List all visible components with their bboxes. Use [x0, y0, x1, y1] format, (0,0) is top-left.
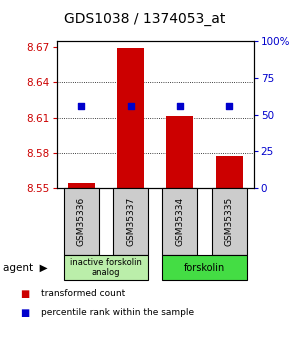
Text: ■: ■	[20, 289, 30, 299]
Text: GSM35337: GSM35337	[126, 197, 135, 246]
Text: GSM35335: GSM35335	[224, 197, 234, 246]
Point	[79, 104, 84, 109]
Text: forskolin: forskolin	[184, 263, 225, 273]
Bar	[215, 156, 243, 188]
Text: inactive forskolin
analog: inactive forskolin analog	[70, 258, 142, 277]
Text: GSM35336: GSM35336	[77, 197, 86, 246]
Text: transformed count: transformed count	[41, 289, 125, 298]
Point	[177, 103, 182, 108]
Bar	[117, 48, 144, 188]
Text: agent  ▶: agent ▶	[3, 263, 48, 273]
Text: ■: ■	[20, 308, 30, 318]
Bar	[166, 117, 193, 188]
Point	[227, 104, 231, 109]
Point	[128, 103, 133, 108]
Bar	[68, 183, 95, 188]
Text: GDS1038 / 1374053_at: GDS1038 / 1374053_at	[64, 12, 226, 26]
Text: GSM35334: GSM35334	[175, 197, 184, 246]
Text: percentile rank within the sample: percentile rank within the sample	[41, 308, 194, 317]
